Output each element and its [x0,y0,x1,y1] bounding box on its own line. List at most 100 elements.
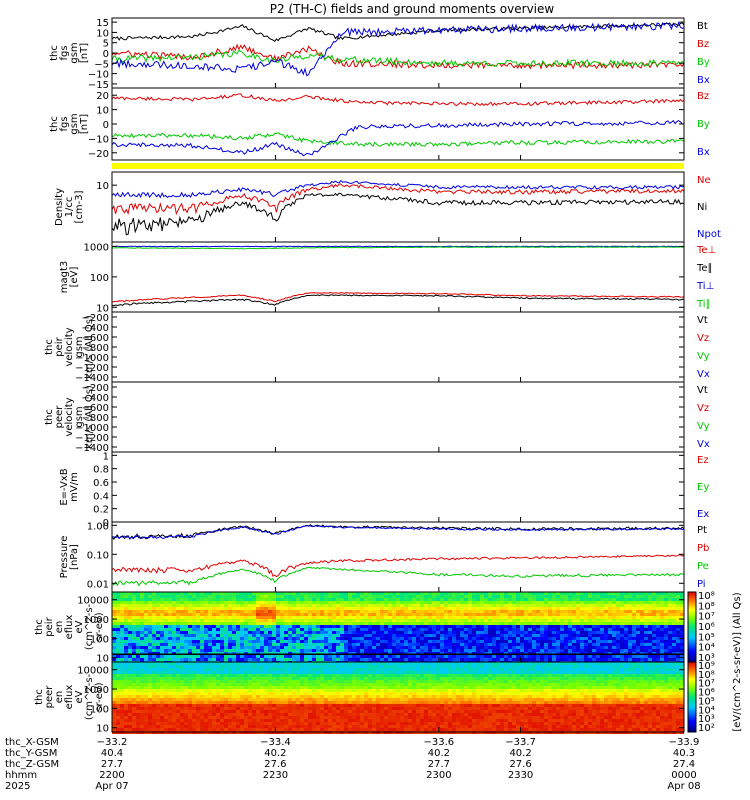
y-axis-label: Density [54,188,65,226]
heatmap-cell [308,655,312,658]
y-axis-label: 1/cc [64,197,75,218]
heatmap-cell [208,722,212,725]
heatmap-cell [200,631,204,634]
heatmap-cell [384,622,388,625]
heatmap-cell [144,710,148,713]
heatmap-cell [472,598,476,601]
heatmap-cell [480,655,484,658]
heatmap-cell [372,610,376,613]
heatmap-cell [620,604,624,607]
heatmap-cell [452,640,456,643]
heatmap-cell [624,616,628,619]
heatmap-cell [348,625,352,628]
heatmap-cell [392,622,396,625]
heatmap-cell [152,674,156,677]
heatmap-cell [196,719,200,722]
heatmap-cell [324,668,328,671]
heatmap-cell [608,628,612,631]
heatmap-cell [420,625,424,628]
heatmap-cell [324,637,328,640]
heatmap-cell [136,710,140,713]
heatmap-cell [388,604,392,607]
heatmap-cell [584,616,588,619]
heatmap-cell [220,634,224,637]
heatmap-cell [168,689,172,692]
heatmap-cell [228,710,232,713]
heatmap-cell [544,658,548,661]
heatmap-cell [148,610,152,613]
heatmap-cell [436,652,440,655]
heatmap-cell [480,592,484,595]
heatmap-cell [240,658,244,661]
heatmap-cell [408,616,412,619]
heatmap-cell [412,646,416,649]
heatmap-cell [308,601,312,604]
heatmap-cell [276,637,280,640]
heatmap-cell [192,655,196,658]
heatmap-cell [444,613,448,616]
heatmap-cell [252,668,256,671]
heatmap-cell [560,631,564,634]
heatmap-cell [600,658,604,661]
heatmap-cell [424,595,428,598]
heatmap-cell [388,607,392,610]
heatmap-cell [356,613,360,616]
heatmap-cell [432,619,436,622]
heatmap-cell [228,631,232,634]
heatmap-cell [504,613,508,616]
heatmap-cell [300,689,304,692]
heatmap-cell [660,652,664,655]
heatmap-cell [280,662,284,665]
heatmap-cell [376,616,380,619]
heatmap-cell [112,713,116,716]
heatmap-cell [232,598,236,601]
heatmap-cell [244,713,248,716]
heatmap-cell [592,619,596,622]
heatmap-cell [548,619,552,622]
heatmap-cell [516,652,520,655]
heatmap-cell [484,625,488,628]
heatmap-cell [508,622,512,625]
heatmap-cell [384,655,388,658]
heatmap-cell [292,719,296,722]
heatmap-cell [136,713,140,716]
heatmap-cell [600,595,604,598]
heatmap-cell [404,634,408,637]
heatmap-cell [436,637,440,640]
heatmap-cell [576,625,580,628]
heatmap-cell [484,613,488,616]
heatmap-cell [252,649,256,652]
heatmap-cell [128,719,132,722]
heatmap-cell [368,607,372,610]
heatmap-cell [576,613,580,616]
heatmap-cell [500,631,504,634]
heatmap-cell [552,646,556,649]
heatmap-cell [244,665,248,668]
heatmap-cell [380,604,384,607]
heatmap-cell [116,649,120,652]
heatmap-cell [268,601,272,604]
heatmap-cell [508,613,512,616]
heatmap-cell [188,662,192,665]
heatmap-cell [212,607,216,610]
heatmap-cell [276,665,280,668]
heatmap-cell [468,640,472,643]
heatmap-cell [228,592,232,595]
heatmap-cell [512,622,516,625]
heatmap-cell [152,643,156,646]
heatmap-cell [452,595,456,598]
heatmap-cell [404,649,408,652]
heatmap-cell [396,658,400,661]
heatmap-cell [128,625,132,628]
heatmap-cell [292,713,296,716]
heatmap-cell [628,658,632,661]
heatmap-cell [496,646,500,649]
heatmap-cell [124,686,128,689]
heatmap-cell [196,652,200,655]
heatmap-cell [672,631,676,634]
heatmap-cell [328,598,332,601]
heatmap-cell [236,713,240,716]
heatmap-cell [240,649,244,652]
heatmap-cell [576,631,580,634]
